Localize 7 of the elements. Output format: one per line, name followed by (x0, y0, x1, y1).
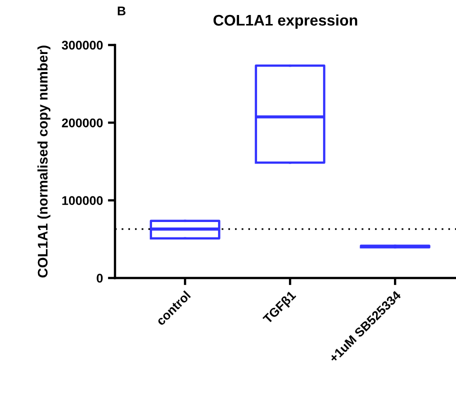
chart-title: COL1A1 expression (214, 14, 358, 29)
y-tick-label: 200000 (62, 118, 103, 128)
y-tick-label: 0 (96, 274, 103, 283)
y-axis-title: COL1A1 (normalised copy number) (37, 46, 50, 278)
text: B (118, 6, 126, 16)
y-tick-label: 300000 (62, 40, 103, 50)
y-tick-label: 100000 (62, 196, 103, 205)
